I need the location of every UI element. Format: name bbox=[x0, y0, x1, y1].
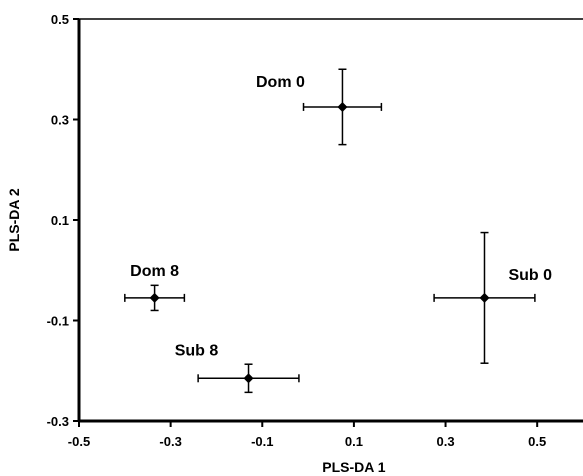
data-point-marker bbox=[243, 373, 254, 384]
data-point-group: Sub 8 bbox=[175, 342, 300, 394]
data-point-label: Dom 8 bbox=[130, 263, 179, 280]
x-tick-label: 0.1 bbox=[345, 434, 363, 449]
plot-border bbox=[78, 18, 583, 422]
data-point-group: Dom 0 bbox=[256, 68, 383, 146]
data-point-label: Sub 8 bbox=[175, 342, 219, 359]
x-tick-label: -0.3 bbox=[159, 434, 181, 449]
x-tick-label: -0.5 bbox=[68, 434, 90, 449]
y-tick-label: -0.3 bbox=[47, 414, 69, 429]
x-axis-label: PLS-DA 1 bbox=[322, 459, 385, 475]
y-tick-label: -0.1 bbox=[47, 314, 69, 329]
axis-ticks: 0.5 0.3 0.1 -0.1 -0.3 -0.5 -0.3 -0.1 0.1 0.3 0.5 bbox=[47, 12, 547, 449]
x-tick-label: -0.1 bbox=[251, 434, 273, 449]
data-point-marker bbox=[479, 292, 490, 303]
data-points: Dom 0 Dom 8 Sub 0 Sub 8 bbox=[124, 68, 552, 394]
data-point-group: Sub 0 bbox=[433, 231, 552, 364]
data-point-marker bbox=[149, 292, 160, 303]
y-tick-label: 0.5 bbox=[51, 12, 69, 27]
y-tick-label: 0.1 bbox=[51, 213, 69, 228]
data-point-group: Dom 8 bbox=[124, 263, 186, 312]
data-point-label: Sub 0 bbox=[508, 267, 552, 284]
y-tick-label: 0.3 bbox=[51, 113, 69, 128]
y-axis-label: PLS-DA 2 bbox=[6, 188, 22, 251]
data-point-label: Dom 0 bbox=[256, 74, 305, 91]
plot-frame bbox=[77, 18, 583, 423]
x-tick-label: 0.3 bbox=[437, 434, 455, 449]
x-tick-label: 0.5 bbox=[528, 434, 546, 449]
data-point-marker bbox=[337, 101, 348, 112]
